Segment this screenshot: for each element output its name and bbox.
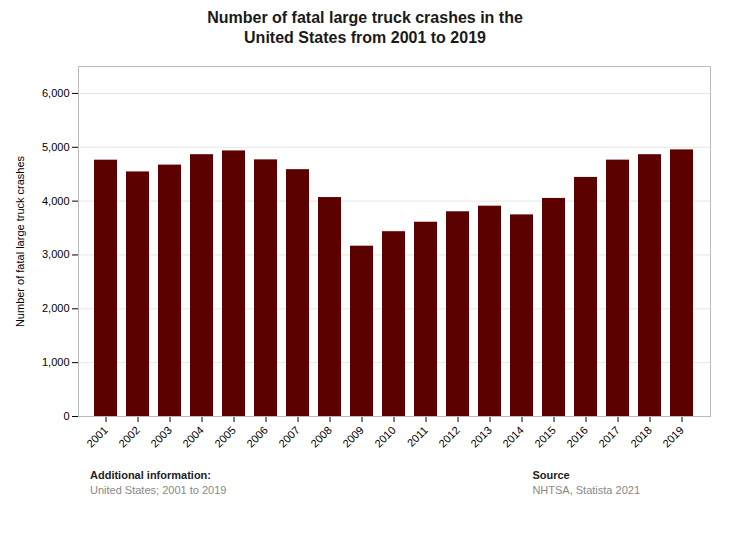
svg-text:2012: 2012	[436, 424, 462, 450]
svg-text:3,000: 3,000	[42, 248, 70, 260]
svg-text:2008: 2008	[308, 424, 334, 450]
svg-text:4,000: 4,000	[42, 195, 70, 207]
svg-text:2017: 2017	[596, 424, 622, 450]
svg-text:2007: 2007	[276, 424, 302, 450]
html-text:Additional information:: Additional information:	[90, 469, 211, 481]
svg-text:2004: 2004	[180, 424, 206, 450]
svg-text:2009: 2009	[340, 424, 366, 450]
svg-text:2006: 2006	[244, 424, 270, 450]
svg-text:2010: 2010	[372, 424, 398, 450]
svg-text:1,000: 1,000	[42, 356, 70, 368]
svg-text:6,000: 6,000	[42, 87, 70, 99]
svg-text:2016: 2016	[564, 424, 590, 450]
svg-text:2019: 2019	[660, 424, 686, 450]
html-text:Source: Source	[532, 469, 570, 481]
svg-text:2003: 2003	[148, 424, 174, 450]
svg-text:2002: 2002	[116, 424, 142, 450]
svg-text:0: 0	[63, 410, 69, 422]
html-text:Number of fatal large truck cr: Number of fatal large truck crashes in t…	[207, 9, 523, 46]
svg-text:Number of fatal large truck cr: Number of fatal large truck crashes	[14, 155, 26, 327]
svg-text:2,000: 2,000	[42, 302, 70, 314]
svg-text:2005: 2005	[212, 424, 238, 450]
svg-text:2015: 2015	[532, 424, 558, 450]
svg-text:2014: 2014	[500, 424, 526, 450]
html-text:NHTSA, Statista 2021: NHTSA, Statista 2021	[532, 484, 640, 496]
html-text:United States; 2001 to 2019: United States; 2001 to 2019	[90, 484, 227, 496]
svg-text:2018: 2018	[628, 424, 654, 450]
svg-text:2001: 2001	[84, 424, 110, 450]
svg-text:2011: 2011	[405, 424, 430, 449]
svg-text:2013: 2013	[468, 424, 494, 450]
svg-text:5,000: 5,000	[42, 141, 70, 153]
